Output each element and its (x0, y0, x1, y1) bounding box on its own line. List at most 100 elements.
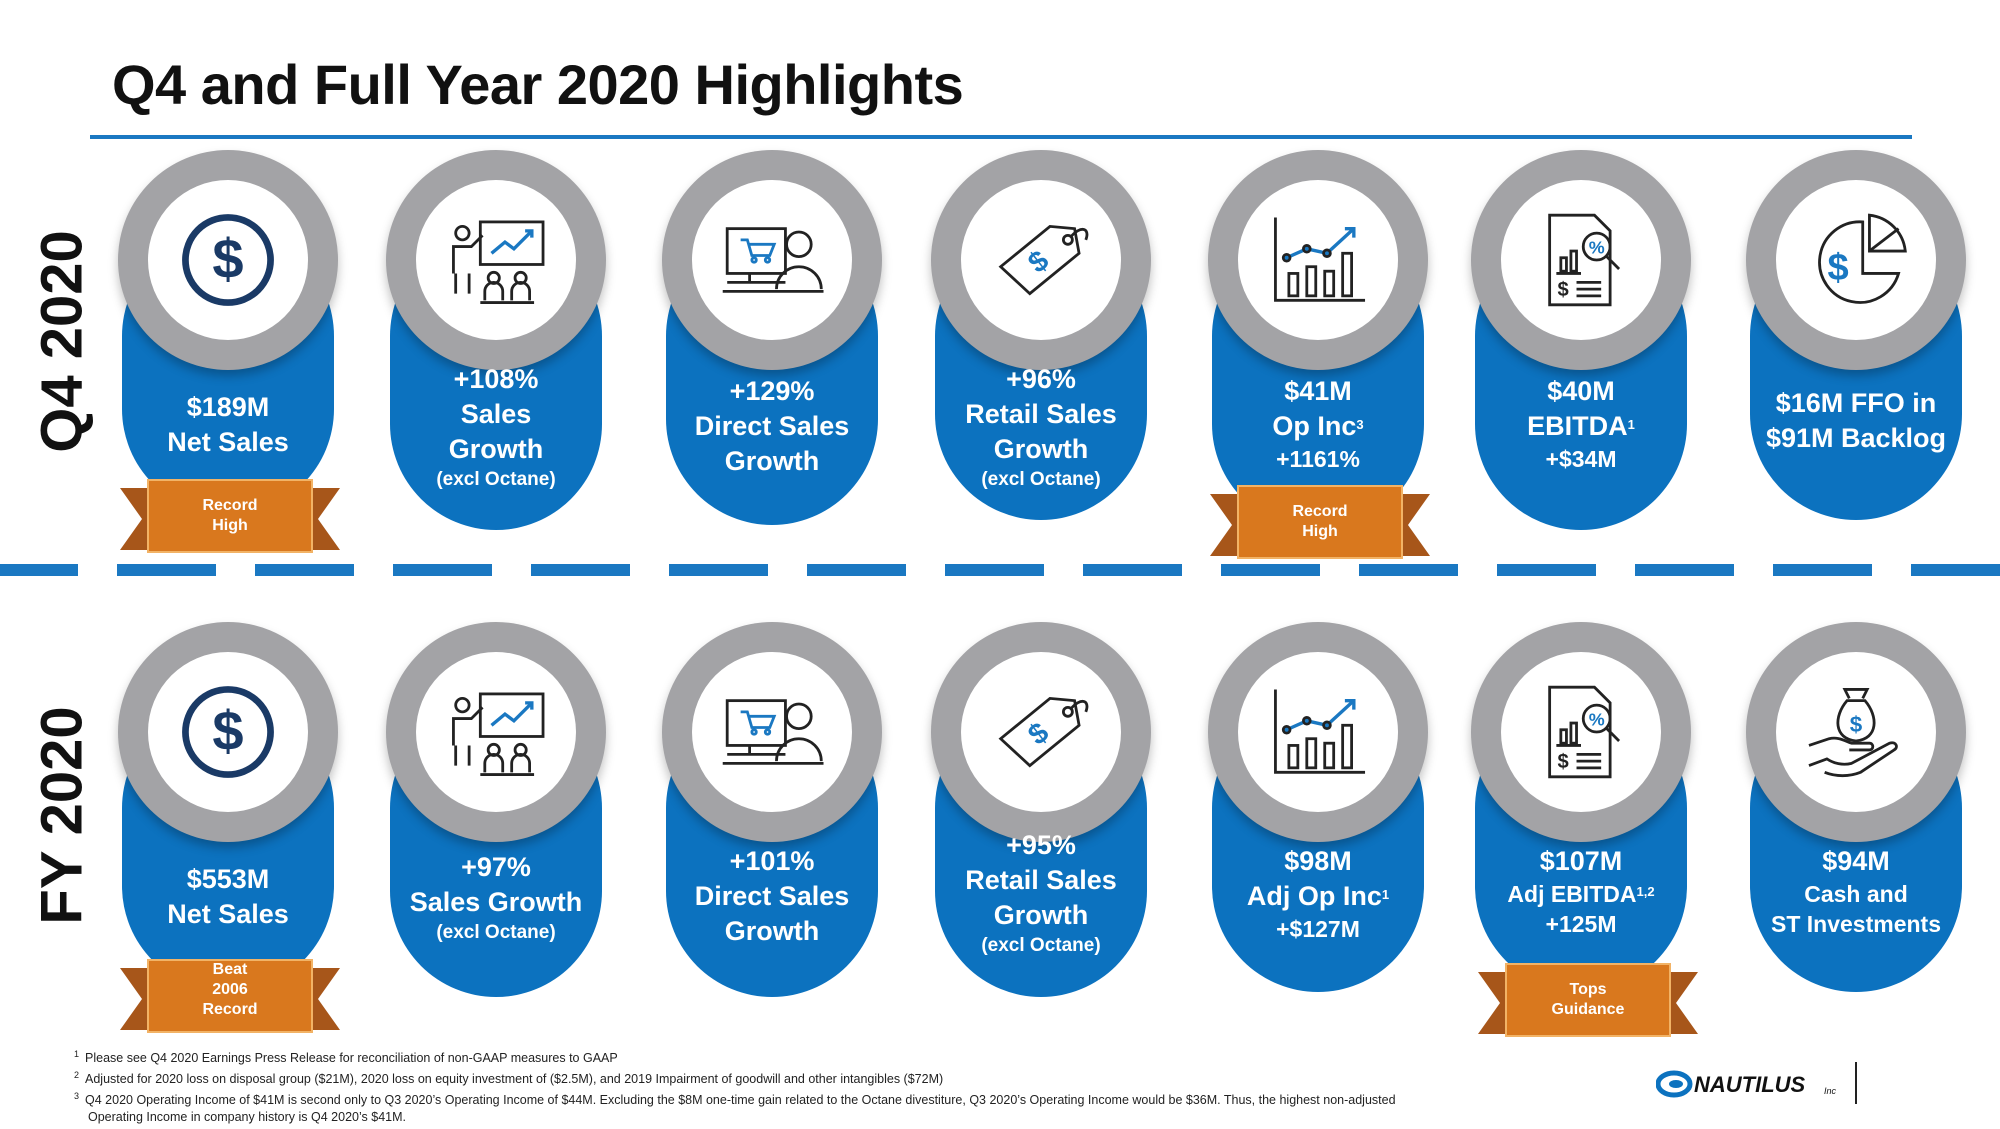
dollar-icon: $ (182, 214, 274, 306)
card-label-2: Growth (724, 446, 820, 476)
ribbon-shape (1210, 485, 1430, 559)
ribbon-line: Guidance (1551, 1001, 1625, 1018)
card-label: Retail Sales (965, 399, 1117, 429)
icon-ring (662, 150, 882, 370)
line-bar-chart-icon (1274, 689, 1366, 774)
logo-divider (1855, 1062, 1857, 1104)
card-value: +97% (461, 852, 531, 882)
footnote-ref: 1 (1381, 887, 1390, 902)
svg-text:$: $ (1557, 751, 1568, 773)
line-bar-chart-icon (1274, 217, 1366, 302)
icon-ring (662, 622, 882, 842)
footnote-2: 2 Adjusted for 2020 loss on disposal grou… (74, 1070, 944, 1087)
svg-text:$: $ (1557, 279, 1568, 301)
row-label-fy: FY 2020 (29, 706, 95, 925)
ribbon-shape (120, 959, 340, 1033)
svg-text:$: $ (1850, 712, 1863, 737)
icon-ring: % $ (1471, 622, 1691, 842)
card-value: +95% (1006, 830, 1076, 860)
card-value: $94M (1822, 846, 1890, 876)
icon-ring (1208, 150, 1428, 370)
icon-ring (386, 150, 606, 370)
footnote-ref: 3 (1356, 417, 1364, 432)
card-value: +108% (453, 364, 539, 394)
section-divider (0, 564, 2000, 576)
card-label: Adj Op Inc (1246, 881, 1382, 911)
card-change: +1161% (1276, 446, 1360, 472)
card-value: $553M (186, 864, 270, 894)
icon-ring (1208, 622, 1428, 842)
card-note: (excl Octane) (436, 469, 556, 490)
ribbon-line: High (212, 517, 248, 534)
card-label: Op Inc (1272, 411, 1357, 441)
ribbon-shape (1478, 963, 1698, 1037)
money-hand-icon: $ (1808, 688, 1898, 778)
card-label: Net Sales (167, 899, 289, 929)
ribbon-line: 2006 (212, 981, 248, 998)
ribbon-q4-net-sales: Record High (120, 478, 340, 558)
computer-user-icon (722, 227, 824, 293)
svg-text:$: $ (1023, 245, 1055, 280)
card-label: Retail Sales (965, 865, 1117, 895)
price-tag-icon: $ (998, 696, 1089, 768)
logo-suffix: Inc (1824, 1086, 1837, 1096)
card-label-2: Growth (993, 434, 1089, 464)
dollar-pie-chart-icon: $ (1818, 213, 1907, 304)
card-label-2: Growth (993, 900, 1089, 930)
financial-report-icon: %$ (1548, 685, 1621, 779)
card-label: $91M Backlog (1765, 423, 1947, 453)
dollar-icon: $ (182, 686, 274, 778)
ribbon-line: Record (1292, 503, 1348, 520)
logo-wordmark: NAUTILUS (1694, 1072, 1806, 1097)
ribbon-q4-op-inc: Record High (1210, 484, 1430, 564)
ribbon-line: Record (202, 497, 258, 514)
svg-text:$: $ (212, 699, 243, 762)
card-change: +$127M (1276, 916, 1360, 942)
svg-text:%: % (1589, 237, 1605, 257)
svg-text:%: % (1589, 709, 1605, 729)
financial-report-icon: %$ (1548, 213, 1621, 307)
nautilus-logo: NAUTILUS Inc (1656, 1070, 1837, 1098)
ribbon-fy-ebitda: Tops Guidance (1478, 962, 1698, 1042)
card-label: Sales (460, 399, 532, 429)
footnote-3: 3 Q4 2020 Operating Income of $41M is sec… (74, 1091, 1396, 1125)
icon-ring: $ (1746, 622, 1966, 842)
card-value: +129% (729, 376, 815, 406)
icon-ring: % $ (1471, 150, 1691, 370)
card-note: (excl Octane) (436, 922, 556, 943)
row-label-q4: Q4 2020 (29, 230, 95, 453)
footnote-ref: 1,2 (1636, 884, 1655, 899)
card-value: $189M (186, 392, 270, 422)
icon-ring: $ (118, 150, 338, 370)
title-rule (90, 135, 1912, 139)
card-label-2: ST Investments (1771, 911, 1941, 937)
card-label-2: Growth (724, 916, 820, 946)
card-value: +101% (729, 846, 815, 876)
footnote-ref: 1 (1627, 417, 1635, 432)
card-note: (excl Octane) (981, 469, 1101, 490)
svg-text:$: $ (1023, 717, 1055, 752)
footnote-1: 1 Please see Q4 2020 Earnings Press Relea… (74, 1049, 618, 1066)
card-change: +$34M (1545, 446, 1617, 472)
card-value: $40M (1547, 376, 1615, 406)
icon-ring: $ (931, 622, 1151, 842)
ribbon-shape (120, 479, 340, 553)
card-label: Adj EBITDA (1507, 881, 1637, 907)
ribbon-line: Beat (212, 961, 248, 978)
ribbon-line: Tops (1569, 981, 1607, 998)
icon-ring: $ (931, 150, 1151, 370)
card-value: $41M (1284, 376, 1352, 406)
icon-ring: $ (1746, 150, 1966, 370)
icon-ring: $ (118, 622, 338, 842)
card-label: Cash and (1804, 881, 1908, 907)
ribbon-fy-net-sales: Beat 2006 Record (120, 958, 340, 1038)
footnotes: 1 Please see Q4 2020 Earnings Press Relea… (74, 1046, 1414, 1126)
presentation-icon (452, 220, 545, 304)
computer-user-icon (722, 699, 824, 765)
icon-ring (386, 622, 606, 842)
card-note: (excl Octane) (981, 935, 1101, 956)
card-label: Sales Growth (409, 887, 583, 917)
card-value: $98M (1284, 846, 1352, 876)
price-tag-icon: $ (998, 224, 1089, 296)
card-value: +96% (1006, 364, 1076, 394)
